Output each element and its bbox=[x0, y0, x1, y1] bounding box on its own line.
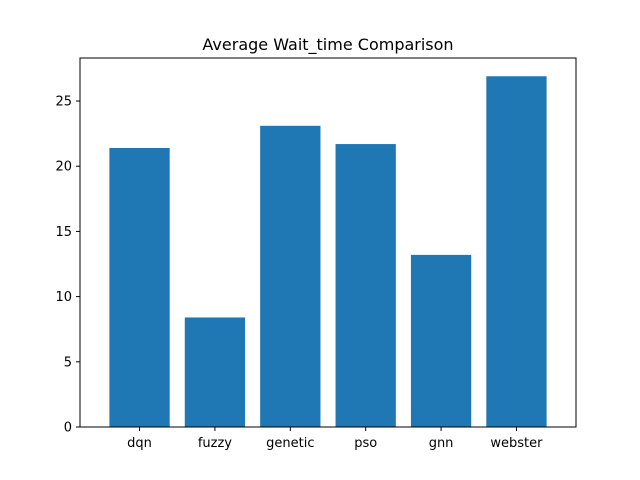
x-tick-label-genetic: genetic bbox=[266, 436, 314, 451]
bar-dqn bbox=[109, 147, 170, 427]
x-tick-label-webster: webster bbox=[490, 436, 543, 451]
bar-pso bbox=[335, 144, 396, 428]
x-tick-label-gnn: gnn bbox=[429, 436, 454, 451]
bars-group bbox=[109, 76, 547, 428]
y-tick-label-0: 0 bbox=[64, 421, 72, 436]
x-tick-label-fuzzy: fuzzy bbox=[198, 436, 232, 451]
y-tick-label-15: 15 bbox=[55, 225, 72, 240]
x-axis: dqn fuzzy genetic pso gnn webster bbox=[127, 427, 543, 451]
y-tick-label-5: 5 bbox=[64, 355, 72, 370]
y-axis: 0 5 10 15 20 25 bbox=[55, 95, 80, 436]
bar-webster bbox=[486, 76, 547, 427]
plot-frame bbox=[79, 57, 577, 428]
chart-title: Average Wait_time Comparison bbox=[202, 35, 453, 55]
x-tick-label-pso: pso bbox=[354, 436, 377, 451]
bar-gnn bbox=[410, 254, 472, 427]
y-tick-label-20: 20 bbox=[55, 160, 72, 175]
bar-fuzzy bbox=[184, 317, 246, 427]
y-tick-label-10: 10 bbox=[55, 290, 72, 305]
x-tick-label-dqn: dqn bbox=[127, 436, 152, 451]
y-tick-label-25: 25 bbox=[55, 95, 72, 110]
bar-genetic bbox=[260, 125, 321, 427]
